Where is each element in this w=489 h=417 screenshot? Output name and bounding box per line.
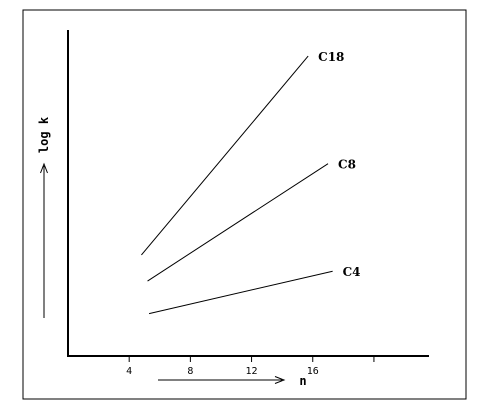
x-ticks: 4 8 12 16 [126, 356, 375, 377]
frame-border [22, 9, 467, 400]
series-lines: C18 C8 C4 [141, 50, 361, 315]
series-label-c4: C4 [343, 265, 361, 279]
x-tick-label: 4 [126, 366, 132, 377]
x-tick-label: 8 [187, 366, 193, 377]
series-label-c18: C18 [318, 50, 344, 64]
series-line-c18 [141, 55, 309, 256]
y-axis-label: log k [37, 116, 51, 153]
series-line-c4 [148, 270, 333, 315]
x-tick-label: 12 [246, 366, 258, 377]
y-arrow-head [40, 162, 48, 174]
x-tick-label: 16 [307, 366, 319, 377]
x-axis-label: n [299, 374, 306, 388]
series-label-c8: C8 [338, 158, 356, 172]
x-arrow-head [274, 376, 286, 384]
series-line-c8 [147, 163, 329, 282]
